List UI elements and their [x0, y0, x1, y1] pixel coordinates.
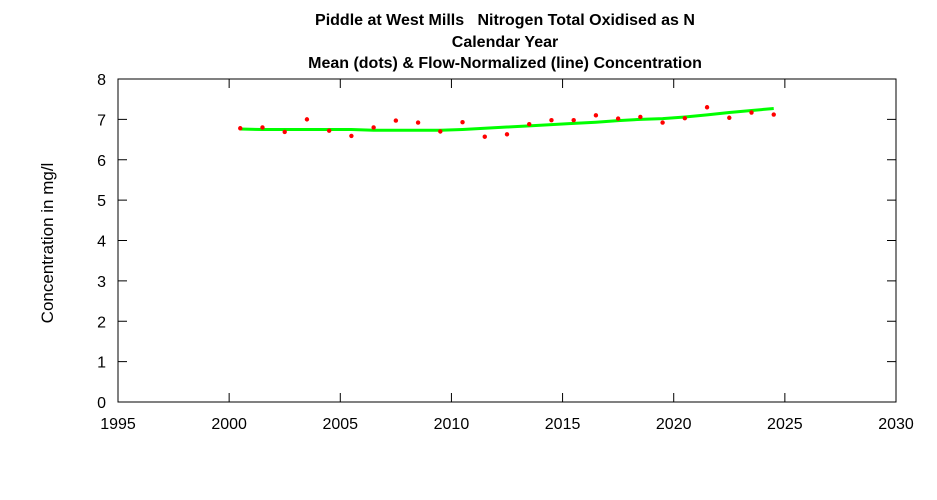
x-tick-label: 2010: [434, 416, 470, 433]
mean-dot: [393, 118, 399, 123]
y-tick-label: 8: [97, 72, 106, 89]
y-tick-label: 6: [97, 153, 106, 170]
chart-title-line-3: Mean (dots) & Flow-Normalized (line) Con…: [308, 55, 702, 72]
mean-dot: [682, 115, 688, 121]
flow-normalized-line: [240, 106, 774, 132]
mean-dot: [260, 125, 265, 130]
mean-dot: [504, 132, 510, 137]
mean-dot: [771, 112, 776, 117]
mean-dot: [749, 110, 754, 115]
chart-title: Piddle at West Mills Nitrogen Total Oxid…: [308, 12, 702, 72]
x-tick-label: 2000: [211, 416, 247, 433]
y-tick-label: 2: [97, 314, 106, 331]
mean-dot: [571, 117, 576, 123]
chart-title-line-1: Piddle at West Mills Nitrogen Total Oxid…: [315, 12, 695, 29]
axis-ticks: [117, 78, 897, 403]
mean-dot: [304, 117, 310, 122]
mean-dot: [371, 125, 376, 130]
y-tick-label: 0: [97, 395, 106, 412]
x-tick-label: 2015: [545, 416, 581, 433]
mean-dot: [660, 120, 665, 125]
mean-dot: [615, 116, 621, 121]
y-tick-label: 7: [97, 112, 106, 129]
mean-dot: [704, 105, 710, 110]
x-tick-label: 2005: [322, 416, 358, 433]
mean-dot: [415, 120, 421, 125]
y-axis-label: Concentration in mg/l: [38, 163, 57, 324]
y-tick-label: 5: [97, 193, 106, 210]
mean-dot: [282, 129, 287, 135]
x-tick-label: 2020: [656, 416, 692, 433]
mean-dot: [638, 114, 643, 120]
mean-dot: [438, 129, 443, 134]
y-tick-label: 1: [97, 355, 106, 372]
mean-dots-series: [238, 105, 776, 139]
y-tick-label: 4: [97, 234, 106, 251]
axis-tick-labels: 1995 2000 2005 2010 2015 2020 2025 2030 0 1 2 3 4 5 6 7…: [97, 72, 914, 433]
y-tick-label: 3: [97, 274, 106, 291]
mean-dot: [460, 120, 465, 125]
mean-dot: [727, 115, 732, 120]
flow-normalized-series: [240, 106, 774, 132]
mean-dot: [593, 113, 599, 118]
x-tick-label: 2025: [767, 416, 803, 433]
chart-title-line-2: Calendar Year: [452, 34, 558, 51]
mean-dot: [527, 122, 532, 127]
mean-dot: [482, 134, 487, 139]
mean-dot: [549, 117, 554, 123]
x-tick-label: 1995: [100, 416, 136, 433]
mean-dot: [326, 128, 332, 133]
mean-dot: [238, 126, 243, 131]
x-tick-label: 2030: [878, 416, 914, 433]
mean-dot: [349, 133, 354, 139]
